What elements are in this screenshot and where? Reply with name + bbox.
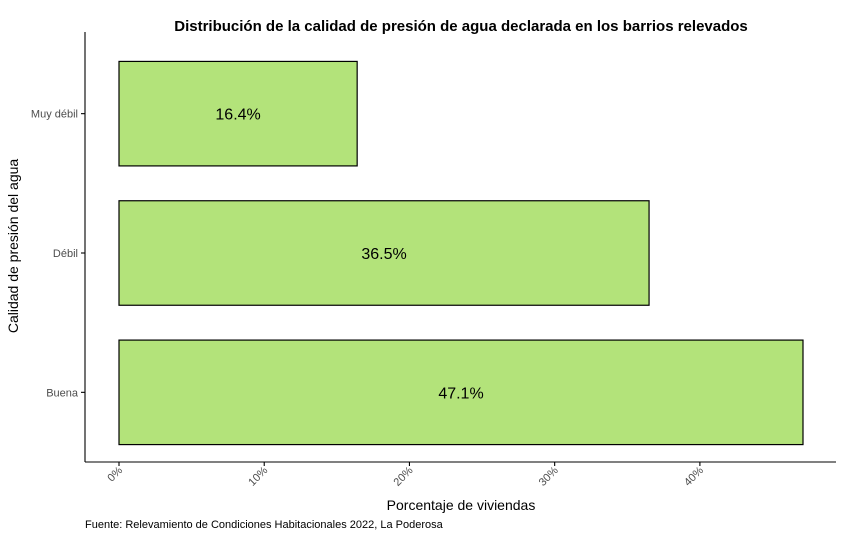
bar [118,200,650,306]
bar-value-label: 47.1% [438,385,483,402]
y-axis-title: Calidad de presión del agua [5,159,21,334]
y-tick-label: Buena [46,387,79,399]
y-tick-label: Débil [53,248,78,260]
chart-title: Distribución de la calidad de presión de… [174,18,748,35]
y-tick-label: Muy débil [31,109,78,121]
source-caption: Fuente: Relevamiento de Condiciones Habi… [85,519,444,531]
x-tick-label: 20% [392,464,416,488]
x-tick-label: 30% [537,464,561,488]
bar [118,339,804,446]
y-axis: Muy débil Débil Buena [31,109,85,399]
x-axis-title: Porcentaje de viviendas [387,497,536,513]
bar [118,60,358,167]
x-axis: 0% 10% 20% 30% 40% [105,462,706,489]
plot-area: 16.4% 36.5% 47.1% [118,60,804,446]
bar-value-label: 16.4% [215,107,260,124]
x-tick-label: 10% [246,464,270,488]
bar-value-label: 36.5% [361,246,406,263]
x-tick-label: 40% [682,464,706,488]
x-tick-label: 0% [105,464,125,484]
